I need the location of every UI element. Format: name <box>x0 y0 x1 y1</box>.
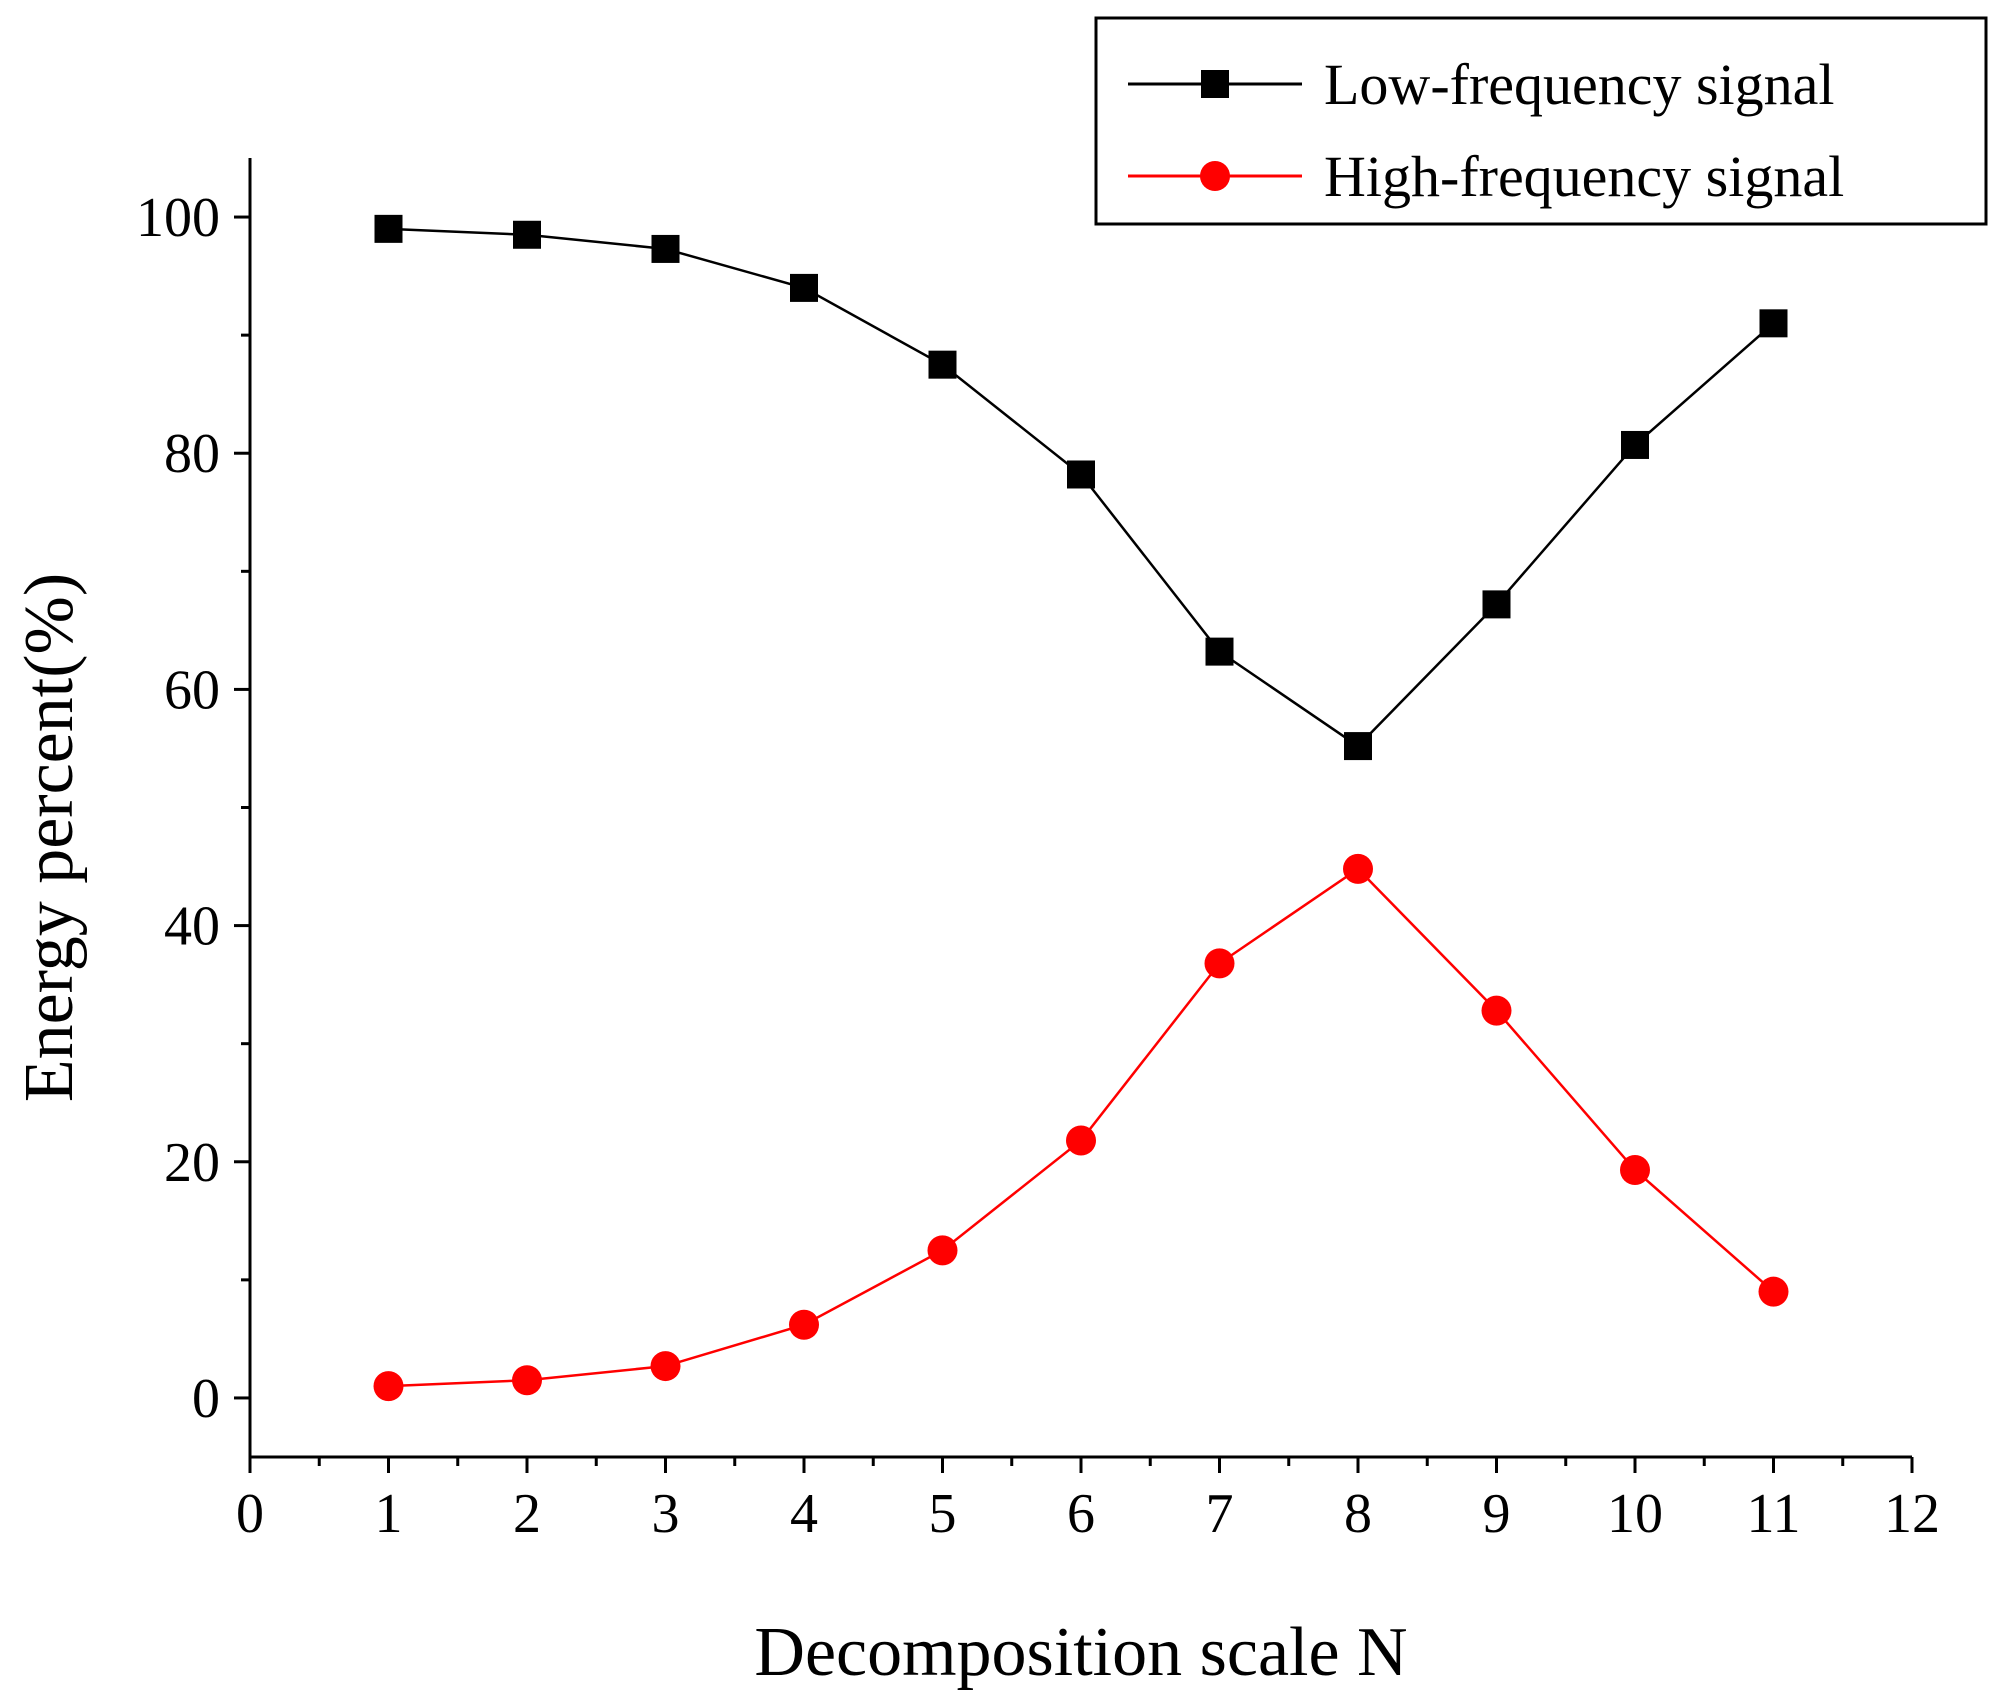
low-frequency-signal-series <box>374 214 1788 761</box>
low-frequency-signal-point <box>1759 309 1788 338</box>
high-frequency-signal-point <box>1620 1155 1650 1186</box>
y-tick-label: 40 <box>164 896 220 958</box>
x-tick-label: 2 <box>513 1483 541 1545</box>
low-frequency-signal-point <box>1344 732 1372 761</box>
high-frequency-signal-point <box>1204 948 1235 979</box>
high-frequency-signal-point <box>650 1351 681 1382</box>
low-frequency-signal-point <box>1205 637 1234 666</box>
y-tick-label: 20 <box>164 1132 220 1194</box>
low-frequency-signal-point <box>1482 590 1511 619</box>
legend-high-frequency-signal-label: High-frequency signal <box>1324 144 1844 209</box>
x-tick-label: 0 <box>236 1483 264 1545</box>
x-tick-label: 4 <box>790 1483 818 1545</box>
low-frequency-signal-point <box>928 350 957 379</box>
low-frequency-signal-point <box>651 234 680 263</box>
x-tick-label: 6 <box>1067 1483 1095 1545</box>
x-tick-label: 12 <box>1884 1483 1940 1545</box>
high-frequency-signal-point <box>927 1235 958 1266</box>
high-frequency-signal-point <box>1758 1276 1789 1307</box>
x-tick-label: 3 <box>652 1483 680 1545</box>
low-frequency-signal-point <box>1621 430 1649 459</box>
legend-low-frequency-signal-marker <box>1201 70 1229 98</box>
y-tick-label: 80 <box>164 423 220 485</box>
legend-box <box>1094 16 1988 226</box>
x-tick-label: 11 <box>1747 1483 1801 1545</box>
legend-high-frequency-signal-marker <box>1200 161 1230 191</box>
low-frequency-signal-point <box>790 273 818 302</box>
high-frequency-signal-point <box>512 1365 542 1396</box>
y-tick-label: 100 <box>136 187 220 249</box>
high-frequency-signal-point <box>1481 995 1512 1026</box>
legend-low-frequency-signal-label: Low-frequency signal <box>1324 52 1835 117</box>
high-frequency-signal-point <box>1066 1125 1096 1156</box>
high-frequency-signal-point <box>373 1371 404 1402</box>
low-frequency-signal-point <box>1067 460 1095 489</box>
x-axis-label: Decomposition scale N <box>754 1614 1407 1691</box>
high-frequency-signal-point <box>1343 853 1373 884</box>
x-tick-label: 8 <box>1344 1483 1372 1545</box>
legend: Low-frequency signal High-frequency signa… <box>1094 16 1988 226</box>
x-tick-label: 10 <box>1607 1483 1663 1545</box>
low-frequency-signal-point <box>513 220 541 249</box>
x-tick-label: 5 <box>929 1483 957 1545</box>
x-tick-label: 7 <box>1206 1483 1234 1545</box>
y-axis-label: Energy percent(%) <box>11 573 88 1102</box>
axes <box>248 158 1912 1459</box>
series-layer <box>373 214 1789 1402</box>
y-tick-label: 60 <box>164 659 220 721</box>
y-tick-label: 0 <box>192 1368 220 1430</box>
x-tick-label: 1 <box>375 1483 403 1545</box>
high-frequency-signal-point <box>789 1309 819 1340</box>
low-frequency-signal-point <box>374 214 403 243</box>
high-frequency-signal-series <box>373 853 1789 1402</box>
x-tick-label: 9 <box>1483 1483 1511 1545</box>
